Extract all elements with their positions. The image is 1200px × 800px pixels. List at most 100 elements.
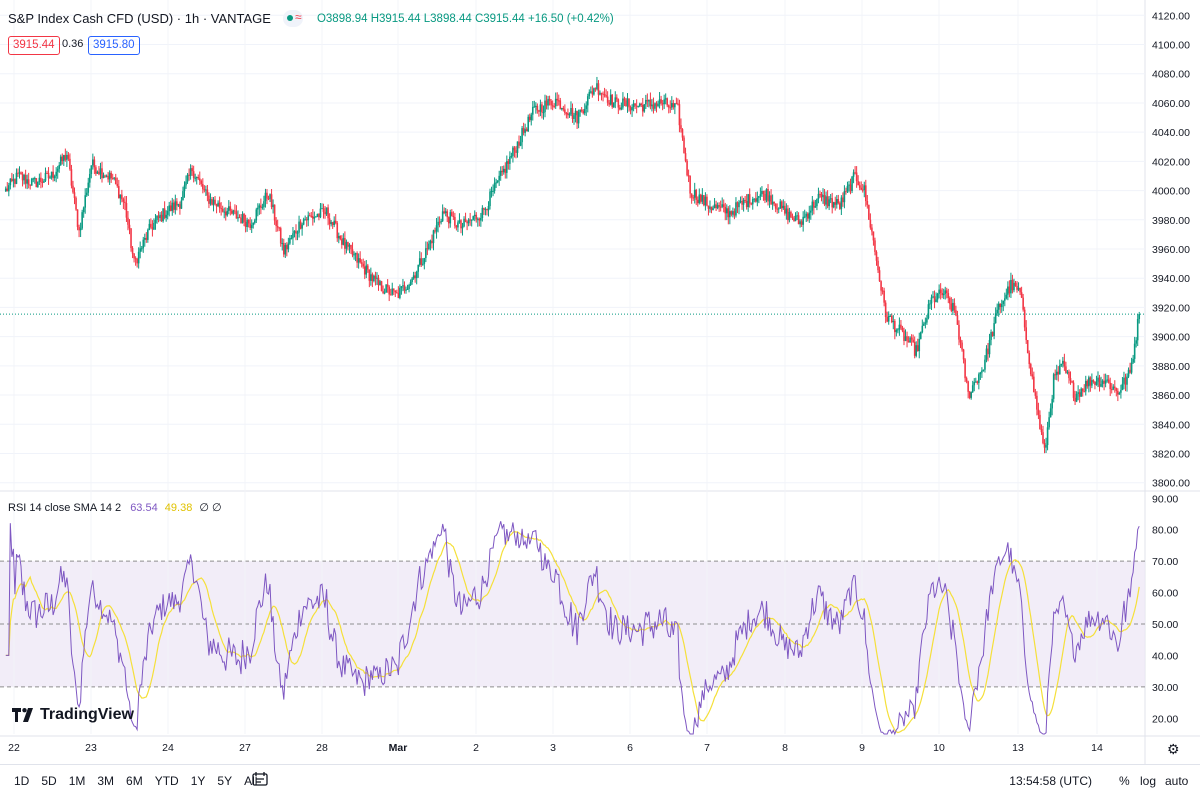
date-range-icon[interactable]: [252, 772, 268, 786]
candle-body: [686, 160, 688, 176]
candle-body: [629, 107, 632, 111]
candle-body: [417, 264, 420, 272]
candle-body: [250, 225, 253, 229]
candle-body: [148, 223, 151, 230]
candle-body: [95, 167, 97, 174]
candle-body: [243, 213, 245, 222]
candle-body: [609, 94, 612, 105]
rsi-title[interactable]: RSI 14 close SMA 14 2: [8, 502, 122, 514]
time-tick-label: 10: [933, 742, 945, 754]
candle-body: [880, 281, 882, 291]
range-1m[interactable]: 1M: [68, 774, 86, 788]
candle-body: [663, 99, 665, 105]
range-ytd[interactable]: YTD: [154, 774, 179, 788]
range-1d[interactable]: 1D: [14, 774, 30, 788]
candle-body: [367, 265, 369, 270]
rsi-tick-label: 30.00: [1152, 682, 1178, 694]
candle-body: [515, 150, 517, 153]
candle-body: [794, 215, 797, 222]
candle-body: [524, 129, 526, 133]
range-3m[interactable]: 3M: [97, 774, 115, 788]
candle-body: [110, 172, 112, 179]
candle-body: [290, 238, 293, 240]
candle-body: [606, 96, 609, 103]
candle-body: [556, 98, 559, 101]
candle-body: [736, 202, 739, 208]
candle-body: [890, 315, 893, 323]
candle-body: [803, 216, 806, 218]
candle-body: [1080, 388, 1082, 397]
candle-body: [710, 206, 713, 211]
candle-body: [498, 175, 500, 181]
candle-body: [835, 199, 838, 205]
candle-body: [976, 381, 979, 383]
auto-toggle[interactable]: auto: [1165, 774, 1189, 788]
candle-body: [765, 189, 768, 201]
candle-body: [770, 195, 772, 205]
candle-body: [469, 219, 471, 221]
candle-body: [38, 177, 41, 182]
candle-body: [53, 176, 56, 179]
candle-body: [916, 345, 919, 352]
logo-text: TradingView: [40, 706, 134, 723]
candle-body: [357, 258, 360, 263]
candle-body: [1113, 386, 1116, 388]
candle-body: [1075, 393, 1078, 402]
bid-button[interactable]: 3915.44: [8, 36, 60, 55]
candle-body: [641, 105, 644, 112]
candle-body: [397, 293, 400, 298]
candle-body: [43, 180, 45, 183]
candle-body: [493, 182, 496, 191]
candle-body: [17, 172, 19, 174]
candle-body: [389, 294, 392, 296]
candle-body: [834, 202, 837, 205]
candle-body: [351, 249, 354, 256]
candle-body: [528, 116, 531, 121]
range-5y[interactable]: 5Y: [217, 774, 233, 788]
candle-body: [269, 194, 271, 199]
candle-body: [1135, 340, 1137, 344]
candle-body: [392, 288, 395, 291]
candle-body: [811, 201, 814, 211]
candle-body: [172, 202, 175, 210]
settings-gear-icon[interactable]: ⚙: [1167, 741, 1180, 757]
utc-clock[interactable]: 13:54:58 (UTC): [1009, 774, 1092, 788]
candle-body: [1062, 360, 1064, 364]
candle-body: [553, 106, 555, 108]
candle-body: [531, 106, 534, 115]
log-toggle[interactable]: log: [1140, 774, 1157, 788]
ohlc-change: +16.50 (+0.42%): [528, 12, 614, 25]
candle-body: [557, 100, 560, 102]
candle-body: [869, 219, 872, 228]
candle-body: [263, 201, 265, 207]
candle-body: [1014, 282, 1017, 286]
candle-body: [454, 217, 456, 226]
candle-body: [350, 244, 352, 250]
candle-body: [909, 337, 911, 343]
candle-body: [330, 222, 332, 225]
candle-body: [521, 128, 523, 143]
range-1y[interactable]: 1Y: [190, 774, 206, 788]
candle-body: [733, 211, 736, 216]
candle-body: [157, 215, 160, 219]
tradingview-logo[interactable]: TradingView: [12, 706, 134, 724]
candle-body: [1086, 380, 1089, 387]
percent-toggle[interactable]: %: [1119, 774, 1130, 788]
candle-body: [1112, 386, 1115, 390]
range-6m[interactable]: 6M: [126, 774, 143, 788]
ask-button[interactable]: 3915.80: [88, 36, 140, 55]
candle-body: [197, 177, 200, 179]
candle-body: [226, 210, 229, 216]
candle-body: [591, 91, 594, 95]
candle-body: [52, 171, 54, 179]
candle-body: [936, 293, 939, 300]
price-tick-label: 4060.00: [1152, 98, 1190, 110]
symbol-title[interactable]: S&P Index Cash CFD (USD) · 1h · VANTAGE: [8, 11, 271, 26]
candle-body: [276, 226, 279, 228]
candle-body: [806, 213, 809, 219]
range-5d[interactable]: 5D: [41, 774, 57, 788]
candle-body: [810, 210, 812, 213]
candle-body: [258, 205, 261, 208]
candle-body: [874, 240, 876, 252]
